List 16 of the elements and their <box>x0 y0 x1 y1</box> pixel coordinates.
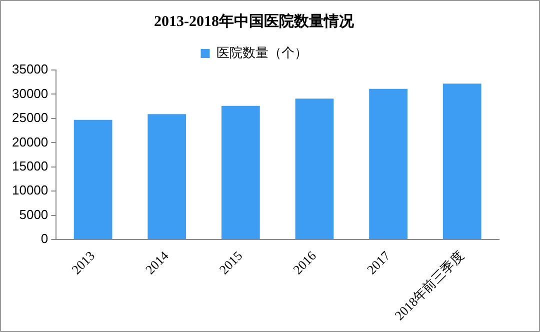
bar <box>148 114 186 240</box>
y-tick-label: 5000 <box>19 206 48 222</box>
y-tick-label: 30000 <box>12 86 48 101</box>
y-tick-label: 35000 <box>12 62 48 77</box>
bar <box>295 98 334 240</box>
bar <box>369 88 408 240</box>
y-tick-label: 0 <box>40 231 48 246</box>
chart-title: 2013-2018年中国医院数量情况 <box>154 12 355 30</box>
y-tick-label: 20000 <box>12 134 48 150</box>
y-tick-label: 15000 <box>12 158 48 174</box>
bar <box>442 84 482 240</box>
bar <box>221 106 260 240</box>
y-tick-label: 10000 <box>12 182 48 198</box>
y-tick-label: 25000 <box>12 110 48 126</box>
legend-label: 医院数量（个） <box>216 46 308 61</box>
bar <box>74 120 112 240</box>
